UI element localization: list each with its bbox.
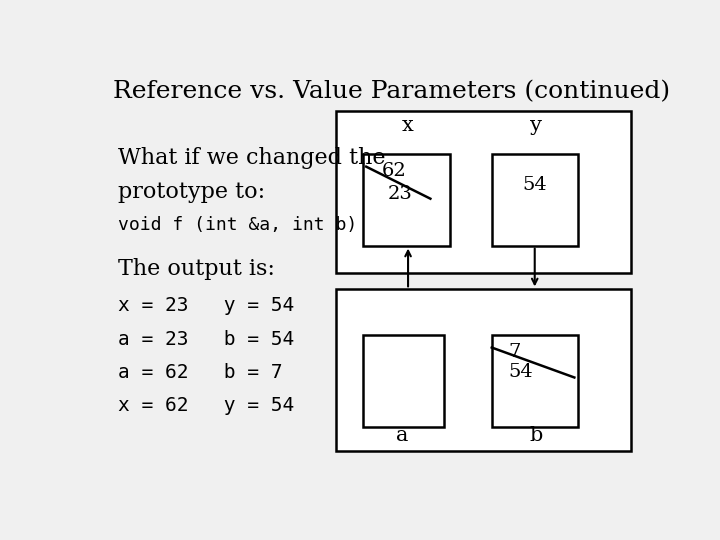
Text: 54: 54 — [522, 177, 547, 194]
Text: b: b — [530, 426, 543, 445]
Bar — [336, 289, 631, 451]
Text: y: y — [531, 116, 542, 134]
Text: a = 62   b = 7: a = 62 b = 7 — [118, 363, 282, 382]
Bar — [336, 111, 631, 273]
Text: prototype to:: prototype to: — [118, 180, 265, 202]
Text: 62: 62 — [382, 162, 407, 180]
Text: x = 23   y = 54: x = 23 y = 54 — [118, 296, 294, 315]
Text: a: a — [396, 426, 409, 445]
Text: What if we changed the: What if we changed the — [118, 147, 385, 170]
Text: 54: 54 — [508, 363, 533, 381]
Bar — [492, 335, 578, 427]
Text: 7: 7 — [508, 343, 521, 361]
Text: void f (int &a, int b): void f (int &a, int b) — [118, 216, 357, 234]
Bar — [364, 154, 450, 246]
Text: Reference vs. Value Parameters (continued): Reference vs. Value Parameters (continue… — [113, 80, 670, 103]
Text: 23: 23 — [387, 185, 412, 202]
Bar — [364, 335, 444, 427]
Bar — [492, 154, 578, 246]
Text: x = 62   y = 54: x = 62 y = 54 — [118, 396, 294, 415]
Text: The output is:: The output is: — [118, 258, 275, 280]
Text: x: x — [402, 116, 414, 134]
Text: a = 23   b = 54: a = 23 b = 54 — [118, 330, 294, 349]
